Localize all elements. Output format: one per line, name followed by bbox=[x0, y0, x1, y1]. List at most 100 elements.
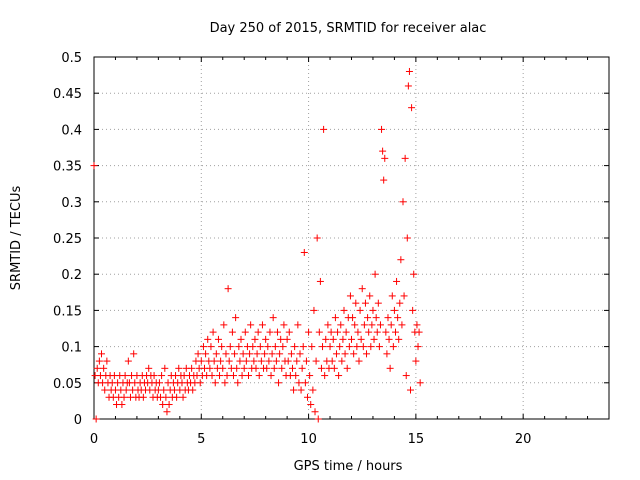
data-point bbox=[219, 364, 227, 372]
data-point bbox=[310, 306, 318, 314]
data-point bbox=[278, 364, 286, 372]
plot-frame bbox=[93, 56, 610, 420]
data-point bbox=[308, 343, 316, 351]
data-point bbox=[264, 343, 272, 351]
data-point bbox=[257, 357, 265, 365]
data-point bbox=[311, 408, 319, 416]
data-point bbox=[367, 343, 375, 351]
data-point bbox=[408, 104, 416, 112]
data-point bbox=[222, 350, 230, 358]
data-point bbox=[337, 321, 345, 329]
data-point bbox=[370, 335, 378, 343]
data-points bbox=[90, 67, 424, 423]
data-point bbox=[276, 350, 284, 358]
data-point bbox=[330, 364, 338, 372]
data-point bbox=[233, 364, 241, 372]
data-point bbox=[314, 415, 322, 423]
data-point bbox=[202, 350, 210, 358]
data-point bbox=[261, 350, 269, 358]
data-point bbox=[375, 343, 383, 351]
data-point bbox=[226, 343, 234, 351]
data-point bbox=[319, 343, 327, 351]
data-point bbox=[413, 321, 421, 329]
data-point bbox=[292, 372, 300, 380]
data-point bbox=[309, 386, 317, 394]
data-point bbox=[339, 335, 347, 343]
data-point bbox=[321, 372, 329, 380]
data-point bbox=[207, 343, 215, 351]
data-point bbox=[352, 299, 360, 307]
data-point bbox=[199, 343, 207, 351]
data-point bbox=[328, 357, 336, 365]
y-tick-label: 0.15 bbox=[53, 304, 82, 319]
data-point bbox=[369, 306, 377, 314]
data-point bbox=[341, 350, 349, 358]
x-tick-label: 10 bbox=[300, 432, 317, 447]
data-point bbox=[416, 379, 424, 387]
data-point bbox=[263, 364, 271, 372]
data-point bbox=[194, 350, 202, 358]
data-point bbox=[266, 328, 274, 336]
data-point bbox=[221, 379, 229, 387]
data-point bbox=[245, 372, 252, 380]
data-point bbox=[231, 350, 239, 358]
data-point bbox=[92, 415, 100, 423]
data-point bbox=[363, 350, 371, 358]
data-point bbox=[410, 270, 418, 278]
data-point bbox=[277, 335, 285, 343]
data-point bbox=[285, 328, 293, 336]
data-point bbox=[358, 285, 366, 293]
data-point bbox=[262, 335, 270, 343]
data-point bbox=[216, 372, 224, 380]
data-point bbox=[280, 321, 288, 329]
data-point bbox=[356, 306, 364, 314]
data-point bbox=[298, 364, 306, 372]
data-point bbox=[401, 154, 409, 162]
data-point bbox=[324, 321, 332, 329]
data-point bbox=[364, 314, 372, 322]
data-point bbox=[402, 372, 410, 380]
data-point bbox=[359, 343, 367, 351]
data-point bbox=[279, 343, 287, 351]
data-point bbox=[273, 328, 281, 336]
data-point bbox=[236, 357, 244, 365]
data-point bbox=[388, 292, 396, 300]
data-point bbox=[209, 328, 217, 336]
data-point bbox=[211, 379, 219, 387]
data-point bbox=[208, 372, 216, 380]
data-point bbox=[307, 401, 315, 409]
data-point bbox=[385, 335, 393, 343]
data-point bbox=[353, 343, 361, 351]
data-point bbox=[304, 393, 312, 401]
data-point bbox=[240, 364, 248, 372]
y-tick-label: 0.1 bbox=[61, 341, 82, 356]
data-point bbox=[160, 386, 168, 394]
data-point bbox=[395, 335, 403, 343]
data-point bbox=[320, 125, 328, 133]
data-point bbox=[386, 364, 394, 372]
data-point bbox=[159, 401, 167, 409]
grid-lines bbox=[94, 57, 609, 419]
data-point bbox=[399, 198, 407, 206]
data-point bbox=[165, 401, 173, 409]
data-point bbox=[372, 314, 380, 322]
data-point bbox=[204, 335, 212, 343]
data-point bbox=[101, 386, 109, 394]
data-point bbox=[272, 357, 280, 365]
data-point bbox=[103, 357, 111, 365]
y-tick-label: 0.35 bbox=[53, 160, 82, 175]
data-point bbox=[283, 335, 291, 343]
data-point bbox=[334, 328, 342, 336]
data-point bbox=[250, 357, 258, 365]
data-point bbox=[271, 343, 279, 351]
data-point bbox=[317, 364, 325, 372]
data-point bbox=[414, 343, 422, 351]
data-point bbox=[384, 314, 392, 322]
data-point bbox=[378, 125, 386, 133]
data-point bbox=[387, 321, 395, 329]
data-point bbox=[229, 372, 237, 380]
y-tick-label: 0.45 bbox=[53, 87, 82, 102]
data-point bbox=[373, 328, 381, 336]
data-point bbox=[331, 314, 339, 322]
data-point bbox=[368, 321, 376, 329]
